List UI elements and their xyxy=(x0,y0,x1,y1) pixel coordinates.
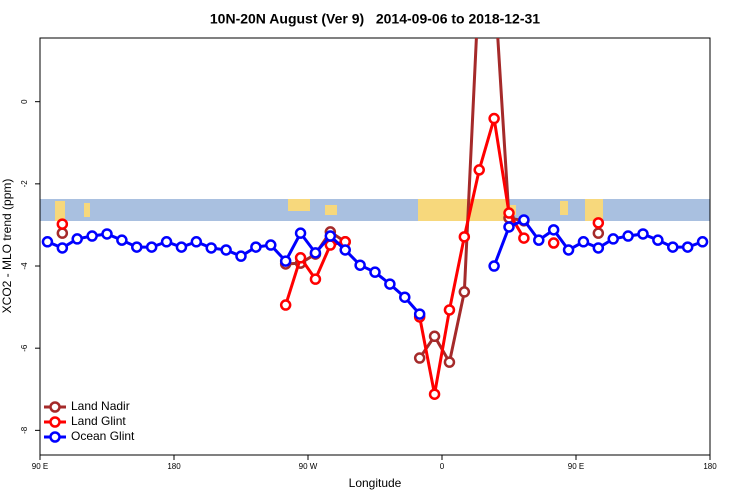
point xyxy=(518,214,530,226)
legend-label: Land Nadir xyxy=(71,399,130,413)
point xyxy=(503,207,515,219)
legend-marker xyxy=(49,401,61,413)
point xyxy=(309,247,322,259)
y-tick-label: -8 xyxy=(20,426,29,434)
legend-label: Land Glint xyxy=(71,414,126,428)
map-band xyxy=(40,199,710,221)
point xyxy=(369,266,381,278)
point xyxy=(547,224,560,236)
x-tick-label: 90 W xyxy=(299,462,318,471)
point xyxy=(354,259,366,271)
point xyxy=(547,237,560,249)
point xyxy=(160,236,173,248)
point xyxy=(294,252,307,264)
point xyxy=(205,242,217,254)
legend-label: Ocean Glint xyxy=(71,429,135,443)
y-tick-label: -4 xyxy=(20,262,29,270)
point xyxy=(324,230,337,242)
y-tick-label: -6 xyxy=(20,344,29,352)
point xyxy=(324,239,337,251)
point xyxy=(116,234,128,246)
point xyxy=(279,299,292,311)
point xyxy=(339,244,351,256)
point xyxy=(56,242,69,254)
chart-title: 10N-20N August (Ver 9) 2014-09-06 to 201… xyxy=(210,11,540,27)
x-tick-label: 90 E xyxy=(568,462,584,471)
point xyxy=(488,260,500,272)
point xyxy=(696,236,709,248)
point xyxy=(235,250,247,262)
legend-marker xyxy=(49,416,61,428)
point xyxy=(399,291,411,303)
point xyxy=(265,239,277,251)
point xyxy=(577,236,590,248)
point xyxy=(443,304,456,316)
plot-frame xyxy=(39,37,711,456)
y-tick-label: 0 xyxy=(20,99,29,104)
point xyxy=(41,236,54,248)
point xyxy=(279,255,292,267)
point xyxy=(443,356,456,368)
point xyxy=(86,230,98,242)
x-tick-label: 180 xyxy=(167,462,181,471)
point xyxy=(131,241,143,253)
point xyxy=(220,244,232,256)
point xyxy=(190,236,203,248)
point xyxy=(607,233,619,245)
point xyxy=(294,227,307,239)
series-line xyxy=(286,119,599,395)
x-tick-label: 0 xyxy=(440,462,445,471)
x-tick-label: 90 E xyxy=(32,462,48,471)
point xyxy=(145,241,158,253)
x-tick-label: 180 xyxy=(703,462,717,471)
point xyxy=(592,242,605,254)
point xyxy=(384,278,396,290)
point xyxy=(681,241,694,253)
plot-area xyxy=(41,0,709,400)
point xyxy=(458,231,471,243)
point xyxy=(175,241,188,253)
y-axis-label: XCO2 - MLO trend (ppm) xyxy=(0,179,14,314)
point xyxy=(592,217,605,229)
point xyxy=(637,228,649,240)
point xyxy=(101,228,113,240)
point xyxy=(428,330,441,343)
point xyxy=(428,388,441,400)
series-line xyxy=(286,0,599,362)
point xyxy=(309,273,322,285)
point xyxy=(458,286,471,298)
legend-marker xyxy=(49,431,61,443)
point xyxy=(488,112,500,125)
point xyxy=(413,308,426,320)
y-tick-label: -2 xyxy=(20,180,29,188)
point xyxy=(622,230,634,242)
point xyxy=(413,352,426,364)
point xyxy=(56,227,69,239)
point xyxy=(71,233,83,245)
point xyxy=(652,234,664,246)
point xyxy=(533,234,545,246)
point xyxy=(473,164,485,176)
point xyxy=(667,241,679,253)
x-axis-label: Longitude xyxy=(349,476,402,490)
point xyxy=(250,241,262,253)
point xyxy=(562,244,575,256)
point xyxy=(503,221,515,233)
point xyxy=(518,232,530,244)
point xyxy=(592,227,605,239)
point xyxy=(56,218,69,230)
